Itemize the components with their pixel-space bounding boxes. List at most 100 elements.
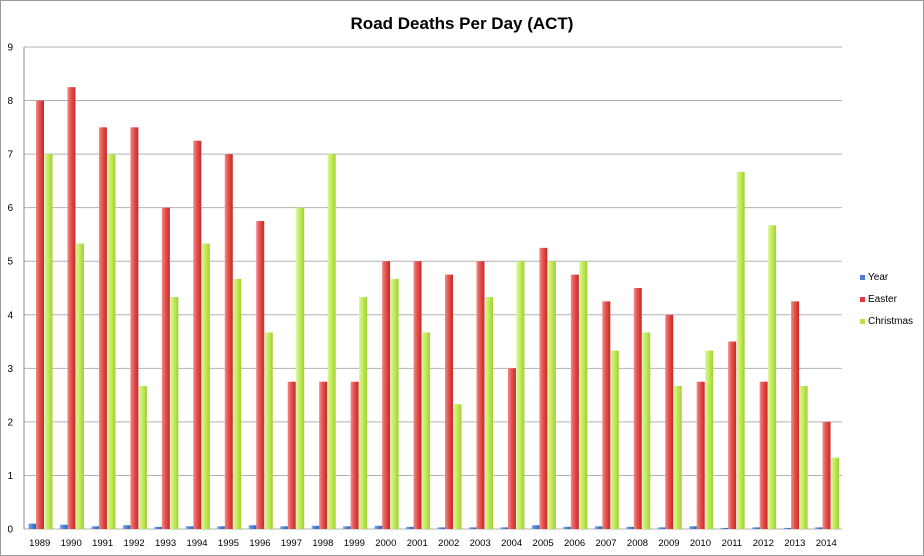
bar-christmas-2013 — [799, 386, 808, 529]
bar-christmas-2003 — [484, 297, 493, 529]
bar-easter-2001 — [413, 261, 422, 529]
bar-easter-1989 — [36, 100, 44, 530]
y-tick-label: 5 — [7, 257, 13, 268]
bar-year-2000 — [374, 525, 383, 529]
bar-year-1998 — [311, 525, 320, 529]
bar-year-1996 — [248, 525, 257, 529]
x-tick-label: 1992 — [124, 538, 145, 549]
bar-easter-1998 — [319, 381, 328, 529]
y-tick-label: 2 — [7, 417, 13, 428]
bar-easter-2014 — [822, 421, 831, 529]
bar-year-2005 — [531, 525, 540, 529]
bar-year-2002 — [437, 527, 446, 529]
bar-christmas-2006 — [579, 261, 588, 529]
bar-year-2010 — [689, 526, 698, 529]
x-tick-label: 1994 — [186, 538, 207, 549]
legend-item-christmas: Christmas — [860, 310, 913, 332]
legend-label: Year — [868, 271, 889, 283]
bar-year-2006 — [563, 526, 572, 529]
x-tick-label: 2006 — [564, 538, 585, 549]
x-tick-label: 1998 — [312, 538, 333, 549]
bar-christmas-2005 — [547, 261, 556, 529]
bar-easter-1999 — [350, 381, 359, 529]
x-tick-label: 2012 — [753, 538, 774, 549]
x-tick-label: 2005 — [533, 538, 554, 549]
bar-easter-2010 — [696, 381, 705, 529]
x-tick-label: 2001 — [407, 538, 428, 549]
bar-christmas-2010 — [705, 350, 714, 529]
legend-swatch — [860, 296, 865, 302]
bar-easter-1995 — [224, 154, 233, 529]
bar-year-1995 — [217, 526, 226, 529]
bar-christmas-1998 — [327, 154, 336, 529]
y-tick-label: 3 — [7, 364, 13, 375]
bar-year-2004 — [500, 527, 509, 529]
bar-christmas-2009 — [673, 386, 682, 529]
x-tick-label: 2011 — [722, 538, 742, 549]
legend-swatch — [860, 318, 865, 324]
bar-year-2008 — [626, 526, 635, 529]
x-tick-label: 1999 — [344, 538, 365, 549]
x-tick-label: 1996 — [249, 538, 270, 549]
bar-year-2001 — [406, 526, 415, 529]
bar-year-1993 — [154, 526, 163, 529]
bar-easter-2013 — [791, 301, 800, 529]
legend-item-year: Year — [860, 266, 913, 288]
bar-easter-2000 — [382, 261, 391, 529]
x-tick-label: 2007 — [595, 538, 616, 549]
bar-christmas-2012 — [768, 225, 777, 529]
bar-christmas-2004 — [516, 261, 525, 529]
x-tick-label: 2003 — [470, 538, 491, 549]
bar-easter-1994 — [193, 140, 202, 529]
bar-christmas-2014 — [831, 457, 840, 529]
x-tick-label: 1991 — [92, 538, 113, 549]
bar-year-1991 — [91, 526, 100, 529]
bar-easter-2004 — [507, 368, 516, 529]
bar-christmas-2002 — [453, 404, 462, 529]
legend-item-easter: Easter — [860, 288, 913, 310]
y-tick-label: 4 — [7, 310, 13, 321]
bar-easter-2009 — [665, 314, 674, 529]
bar-easter-1993 — [161, 207, 170, 529]
bar-christmas-2001 — [422, 332, 431, 529]
bar-easter-1991 — [98, 127, 107, 529]
bar-year-1992 — [122, 525, 131, 529]
x-tick-label: 2000 — [375, 538, 396, 549]
x-tick-label: 2010 — [690, 538, 711, 549]
chart-legend: Year Easter Christmas — [860, 266, 913, 332]
bar-year-1997 — [280, 526, 289, 529]
x-tick-label: 2013 — [784, 538, 805, 549]
x-tick-label: 2002 — [438, 538, 459, 549]
legend-label: Christmas — [868, 315, 914, 327]
bar-christmas-1999 — [359, 297, 368, 529]
bar-christmas-2011 — [736, 171, 745, 530]
bar-year-2011 — [720, 527, 729, 529]
x-tick-label: 1989 — [29, 538, 50, 549]
bar-christmas-1997 — [296, 207, 305, 529]
bar-easter-2008 — [633, 288, 642, 529]
bar-year-2013 — [783, 527, 792, 529]
bar-easter-2002 — [445, 274, 453, 529]
x-tick-label: 2004 — [501, 538, 522, 549]
bar-easter-2007 — [602, 301, 611, 529]
bar-easter-2006 — [570, 274, 579, 529]
bar-year-2012 — [752, 527, 761, 529]
y-tick-label: 8 — [7, 96, 13, 107]
bar-christmas-2000 — [390, 278, 399, 529]
y-tick-label: 0 — [7, 525, 13, 536]
bar-christmas-1996 — [264, 332, 273, 529]
bar-easter-2003 — [476, 261, 485, 529]
bar-christmas-1993 — [170, 297, 179, 529]
bar-easter-1990 — [67, 87, 76, 530]
bar-christmas-1990 — [75, 243, 84, 529]
bar-easter-1997 — [287, 381, 296, 529]
bar-year-1989 — [28, 523, 37, 529]
bar-year-1999 — [343, 526, 352, 529]
x-tick-label: 2014 — [816, 538, 837, 549]
bar-christmas-2007 — [610, 350, 619, 529]
x-tick-label: 1995 — [218, 538, 239, 549]
bar-year-1994 — [185, 526, 194, 529]
bar-year-2007 — [594, 526, 603, 529]
bar-easter-2005 — [539, 247, 548, 530]
